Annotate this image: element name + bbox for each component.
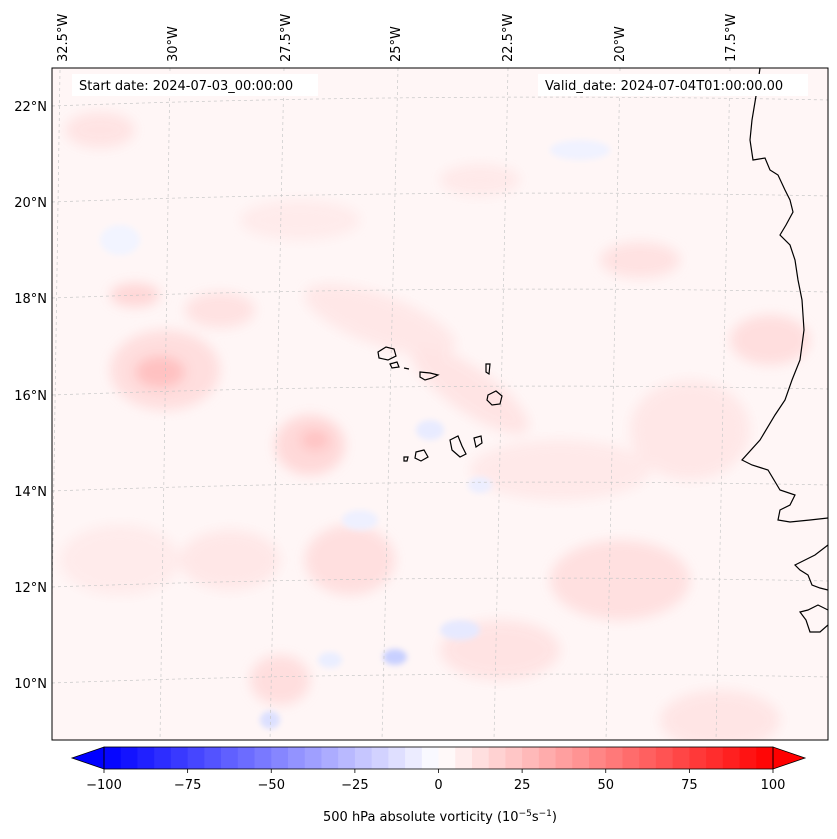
island-santo-antao (377, 346, 397, 361)
lon-label: 20°W (613, 26, 628, 62)
lat-label: 12°N (14, 581, 47, 596)
colorbar-cell (455, 747, 473, 769)
colorbar-cell (471, 747, 490, 769)
colorbar-cell (756, 747, 774, 769)
colorbar-cell (388, 747, 406, 769)
lon-label: 30°W (166, 26, 181, 62)
vorticity-field (60, 112, 810, 740)
colorbar-tick-label: 25 (514, 778, 531, 793)
colorbar-cell (655, 747, 674, 769)
colorbar-cell (639, 747, 657, 769)
colorbar-cell (605, 747, 623, 769)
colorbar-tick-label: −75 (174, 778, 201, 793)
colorbar-cell (304, 747, 322, 769)
colorbar-cell (204, 747, 222, 769)
colorbar-cell (488, 747, 506, 769)
lon-label: 25°W (389, 26, 404, 62)
colorbar-cell (522, 747, 540, 769)
colorbar-cell (739, 747, 757, 769)
lon-label: 17.5°W (724, 14, 739, 62)
colorbar-cell (589, 747, 607, 769)
colorbar-cell (254, 747, 272, 769)
map-border (51, 67, 829, 741)
lat-label: 22°N (14, 100, 47, 115)
start-date-label: Start date: 2024-07-03_00:00:00 (79, 79, 293, 94)
colorbar-tick-label: 50 (597, 778, 614, 793)
colorbar-cell (421, 747, 439, 769)
island-santa-luzia (403, 367, 410, 370)
island-sao-nicolau (419, 371, 440, 381)
colorbar-cell (505, 747, 523, 769)
colorbar-cell (689, 747, 707, 769)
valid-date-label: Valid_date: 2024-07-04T01:00:00.00 (545, 79, 783, 94)
island-maio (473, 435, 483, 448)
colorbar-cell (154, 747, 172, 769)
lat-label: 16°N (14, 389, 47, 404)
colorbar-tick-label: 100 (761, 778, 786, 793)
graticule (52, 68, 828, 740)
colorbar-cell (221, 747, 239, 769)
colorbar-cell (120, 747, 138, 769)
colorbar-cell (137, 747, 155, 769)
lon-label: 32.5°W (56, 14, 71, 62)
lat-label: 14°N (14, 485, 47, 500)
colorbar-cell (438, 747, 456, 769)
island-santiago (449, 435, 467, 458)
colorbar-tick-label: −50 (258, 778, 285, 793)
colorbar-cell (338, 747, 356, 769)
colorbar-cell (572, 747, 590, 769)
lon-label: 22.5°W (501, 14, 516, 62)
longitude-labels: 32.5°W 30°W 27.5°W 25°W 22.5°W 20°W 17.5… (56, 14, 739, 62)
island-sao-vicente (389, 361, 400, 369)
colorbar-tick-label: −100 (86, 778, 122, 793)
colorbar-cell (104, 747, 122, 769)
colorbar-cell (354, 747, 373, 769)
colorbar-cell (321, 747, 339, 769)
colorbar-cell (622, 747, 640, 769)
start-date-box (72, 74, 318, 96)
lat-label: 10°N (14, 677, 47, 692)
lat-label: 18°N (14, 292, 47, 307)
lat-label: 20°N (14, 196, 47, 211)
colorbar-cell (672, 747, 690, 769)
island-boa-vista (486, 390, 503, 406)
colorbar-cell (271, 747, 289, 769)
colorbar-cell (538, 747, 556, 769)
colorbar-cell (237, 747, 255, 769)
colorbar-cell (170, 747, 189, 769)
colorbar-cell (706, 747, 724, 769)
colorbar: −100 −75 −50 −25 0 25 50 75 100 500 hPa absolute… (70, 746, 807, 825)
colorbar-cell (555, 747, 573, 769)
colorbar-cell (187, 747, 205, 769)
colorbar-max-extension (772, 746, 807, 770)
colorbar-tick-label: 0 (434, 778, 442, 793)
west-africa-coastline (741, 68, 828, 633)
colorbar-label: 500 hPa absolute vorticity (10−5s−1) (323, 809, 557, 825)
colorbar-min-extension (70, 746, 105, 770)
latitude-labels: 22°N 20°N 18°N 16°N 14°N 12°N 10°N (14, 100, 47, 692)
colorbar-tick-label: 75 (681, 778, 698, 793)
colorbar-cell (722, 747, 740, 769)
lon-label: 27.5°W (279, 14, 294, 62)
coastlines (377, 68, 828, 633)
island-sal (485, 363, 491, 376)
colorbar-cell (371, 747, 389, 769)
colorbar-cell (287, 747, 306, 769)
valid-date-box (538, 74, 808, 96)
island-brava (403, 456, 409, 462)
colorbar-tick-label: −25 (341, 778, 368, 793)
colorbar-cell (405, 747, 423, 769)
island-fogo (414, 449, 429, 462)
